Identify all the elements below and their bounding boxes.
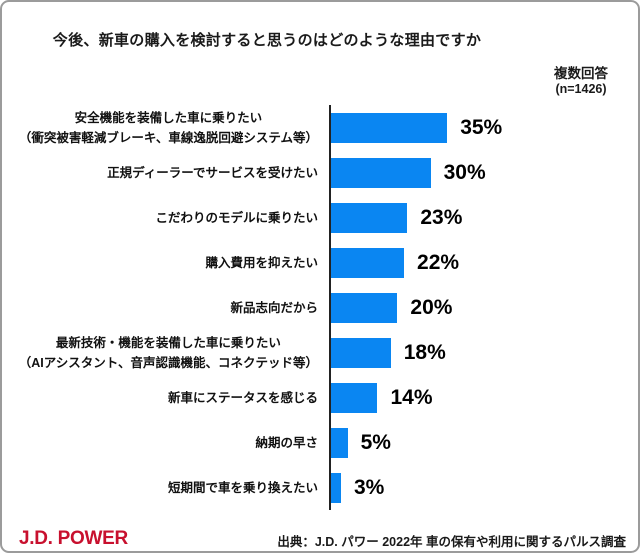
value-label: 35% — [460, 115, 503, 139]
bar-row: こだわりのモデルに乗りたい 23% — [2, 195, 638, 240]
bar-row: 安全機能を装備した車に乗りたい （衝突被害軽減ブレーキ、車線逸脱回避システム等） 3… — [2, 105, 638, 150]
bar — [331, 427, 348, 458]
value-label: 22% — [417, 250, 460, 274]
category-label-main: 購入費用を抑えたい — [205, 255, 318, 270]
bar-track: 5% — [329, 420, 638, 465]
value-label: 30% — [443, 160, 486, 184]
category-label: 新車にステータスを感じる — [2, 375, 318, 420]
category-label-sub: （衝突被害軽減ブレーキ、車線逸脱回避システム等） — [18, 130, 318, 145]
bar-track: 14% — [329, 375, 638, 420]
bar-chart: 安全機能を装備した車に乗りたい （衝突被害軽減ブレーキ、車線逸脱回避システム等） 3… — [2, 105, 638, 510]
category-label-main: 短期間で車を乗り換えたい — [167, 480, 318, 495]
bar-row: 納期の早さ 5% — [2, 420, 638, 465]
value-label: 23% — [420, 205, 463, 229]
jdpower-logo: J.D. POWER — [19, 528, 128, 549]
category-label: 新品志向だから — [2, 285, 318, 330]
multiple-answer-label: 複数回答 — [554, 66, 608, 81]
bar — [331, 337, 391, 368]
bar-row: 新品志向だから 20% — [2, 285, 638, 330]
chart-title: 今後、新車の購入を検討すると思うのはどのような理由ですか — [52, 32, 482, 49]
bar-track: 22% — [329, 240, 638, 285]
value-label: 5% — [360, 430, 391, 454]
bar-row: 最新技術・機能を装備した車に乗りたい （AIアシスタント、音声認識機能、コネクテッ… — [2, 330, 638, 375]
bar-row: 短期間で車を乗り換えたい 3% — [2, 465, 638, 510]
category-label-sub: （AIアシスタント、音声認識機能、コネクテッド等） — [18, 355, 318, 370]
sample-size-label: (n=1426) — [555, 82, 607, 97]
category-label-main: 安全機能を装備した車に乗りたい — [74, 110, 263, 125]
bar-track: 23% — [329, 195, 638, 240]
category-label-main: 正規ディーラーでサービスを受けたい — [107, 165, 318, 180]
category-label: こだわりのモデルに乗りたい — [2, 195, 318, 240]
bar — [331, 382, 378, 413]
bar — [331, 292, 398, 323]
category-label-main: 新品志向だから — [230, 300, 318, 315]
category-label: 最新技術・機能を装備した車に乗りたい （AIアシスタント、音声認識機能、コネクテッ… — [2, 330, 318, 375]
category-label: 安全機能を装備した車に乗りたい （衝突被害軽減ブレーキ、車線逸脱回避システム等） — [2, 105, 318, 150]
value-label: 20% — [410, 295, 453, 319]
category-label-main: 最新技術・機能を装備した車に乗りたい — [55, 335, 281, 350]
value-label: 14% — [390, 385, 433, 409]
category-label: 購入費用を抑えたい — [2, 240, 318, 285]
bar-track: 30% — [329, 150, 638, 195]
source-citation: 出典：J.D. パワー 2022年 車の保有や利用に関するパルス調査 — [277, 535, 626, 549]
bar — [331, 157, 431, 188]
bar-row: 新車にステータスを感じる 14% — [2, 375, 638, 420]
category-label-main: こだわりのモデルに乗りたい — [155, 210, 318, 225]
bar — [331, 472, 341, 503]
response-note: 複数回答 (n=1426) — [554, 66, 608, 97]
bar-track: 18% — [329, 330, 638, 375]
category-label-main: 納期の早さ — [255, 435, 318, 450]
category-label: 納期の早さ — [2, 420, 318, 465]
category-label: 正規ディーラーでサービスを受けたい — [2, 150, 318, 195]
bar-track: 35% — [329, 105, 638, 150]
bar-row: 正規ディーラーでサービスを受けたい 30% — [2, 150, 638, 195]
bar — [331, 202, 408, 233]
bar — [331, 112, 448, 143]
value-label: 3% — [353, 475, 385, 499]
bar-track: 20% — [329, 285, 638, 330]
category-label: 短期間で車を乗り換えたい — [2, 465, 318, 510]
value-label: 18% — [403, 340, 446, 364]
bar-row: 購入費用を抑えたい 22% — [2, 240, 638, 285]
bar-track: 3% — [329, 465, 638, 510]
bar — [331, 247, 405, 278]
category-label-main: 新車にステータスを感じる — [167, 390, 318, 405]
